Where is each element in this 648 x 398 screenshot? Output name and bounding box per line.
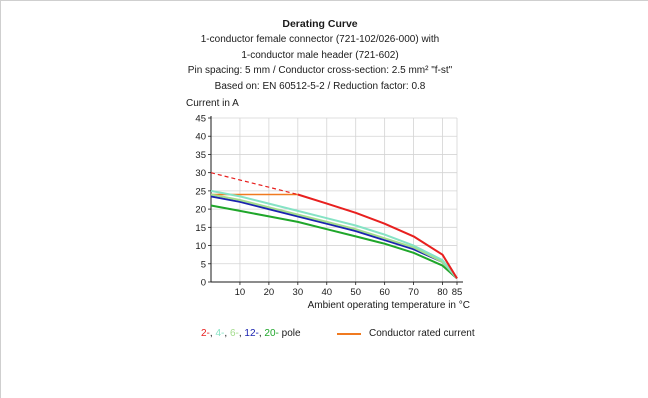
y-tick-label-5: 5 — [201, 259, 206, 270]
y-tick-label-45: 45 — [195, 114, 206, 125]
legend-pole-2: 2- — [201, 328, 210, 339]
legend-separator: , — [258, 328, 265, 339]
y-tick-label-25: 25 — [195, 186, 206, 197]
y-tick-label-20: 20 — [195, 205, 206, 216]
x-tick-label-85: 85 — [452, 287, 463, 298]
legend-pole-20: 20- — [264, 328, 279, 339]
axis-layer — [208, 116, 463, 285]
y-tick-label-15: 15 — [195, 223, 206, 234]
x-tick-label-10: 10 — [235, 287, 246, 298]
y-tick-label-40: 40 — [195, 132, 206, 143]
y-tick-label-10: 10 — [195, 241, 206, 252]
series-2-pole — [297, 193, 458, 279]
y-axis-label: Current in A — [186, 98, 239, 109]
y-tick-label-30: 30 — [195, 168, 206, 179]
x-tick-label-40: 40 — [321, 287, 332, 298]
legend-rated-swatch — [337, 332, 361, 335]
x-tick-label-70: 70 — [408, 287, 419, 298]
x-tick-label-30: 30 — [293, 287, 304, 298]
legend-rated-current: Conductor rated current — [337, 328, 475, 339]
series-12-pole — [210, 195, 458, 280]
grid-layer — [211, 117, 458, 282]
legend-poles: 2-, 4-, 6-, 12-, 20- pole — [201, 328, 301, 339]
chart-subtitle-line-1: 1-conductor female connector (721-102/02… — [200, 34, 440, 45]
chart-subtitle-line-2: 1-conductor male header (721-602) — [241, 49, 399, 61]
series-2-pole-dashed — [210, 172, 298, 196]
legend-separator: , — [209, 328, 216, 339]
legend-pole-4: 4- — [215, 328, 225, 339]
x-axis-label: Ambient operating temperature in °C — [307, 300, 470, 311]
legend-pole-suffix: pole — [281, 328, 301, 339]
chart-subtitle-line-3: Pin spacing: 5 mm / Conductor cross-sect… — [187, 65, 453, 76]
x-tick-label-20: 20 — [264, 287, 275, 298]
chart-title-block: Derating Curve 1-conductor female connec… — [160, 16, 480, 94]
chart-subtitle-line-4: Based on: EN 60512-5-2 / Reduction facto… — [214, 80, 426, 92]
series-6-pole — [210, 193, 458, 280]
legend-separator: , — [238, 328, 245, 339]
legend-rated-label: Conductor rated current — [369, 328, 475, 339]
tick-layer: 0 5 10 15 20 25 30 35 40 45 10 20 30 40 50 60 70 80 85 — [195, 114, 462, 299]
series-layer — [210, 172, 458, 280]
legend-separator: , — [224, 328, 230, 339]
series-4-pole — [210, 189, 458, 280]
chart-title: Derating Curve — [282, 18, 358, 30]
y-tick-label-35: 35 — [195, 150, 206, 161]
legend-pole-12: 12- — [244, 328, 259, 339]
legend-pole-6: 6- — [229, 328, 239, 339]
x-tick-label-60: 60 — [379, 287, 390, 298]
x-tick-label-50: 50 — [350, 287, 361, 298]
series-20-pole — [210, 204, 458, 280]
y-tick-label-0: 0 — [201, 278, 206, 289]
x-tick-label-80: 80 — [437, 287, 448, 298]
